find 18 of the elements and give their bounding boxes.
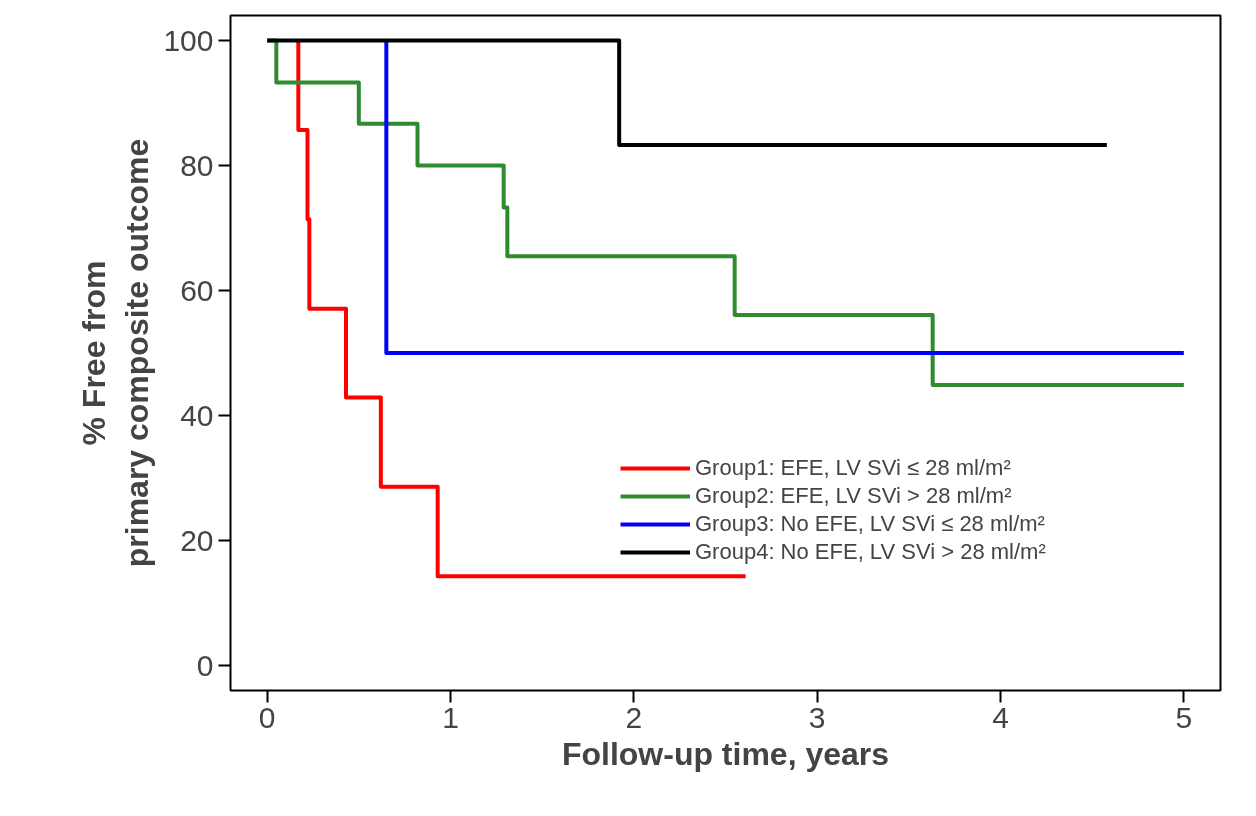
y-axis-title: % Free from primary composite outcome <box>76 138 156 568</box>
x-tick-label: 4 <box>992 700 1009 734</box>
y-tick-label: 80 <box>180 148 214 182</box>
legend-label: Group4: No EFE, LV SVi > 28 ml/m² <box>695 539 1046 565</box>
legend-label: Group3: No EFE, LV SVi ≤ 28 ml/m² <box>695 511 1045 537</box>
y-tick-label: 60 <box>180 273 214 307</box>
x-tick-label: 3 <box>808 700 826 734</box>
x-axis-title: Follow-up time, years <box>561 735 890 772</box>
y-tick-label: 0 <box>196 648 214 682</box>
x-tick-label: 0 <box>258 700 276 734</box>
x-tick-label: 1 <box>442 700 459 734</box>
x-tick-label: 5 <box>1175 700 1193 734</box>
legend-label: Group1: EFE, LV SVi ≤ 28 ml/m² <box>695 455 1011 481</box>
x-tick-label: 2 <box>625 700 643 734</box>
y-tick-label: 100 <box>163 23 214 57</box>
legend-label: Group2: EFE, LV SVi > 28 ml/m² <box>695 483 1012 509</box>
y-tick-label: 20 <box>180 523 214 557</box>
y-tick-label: 40 <box>180 398 214 432</box>
